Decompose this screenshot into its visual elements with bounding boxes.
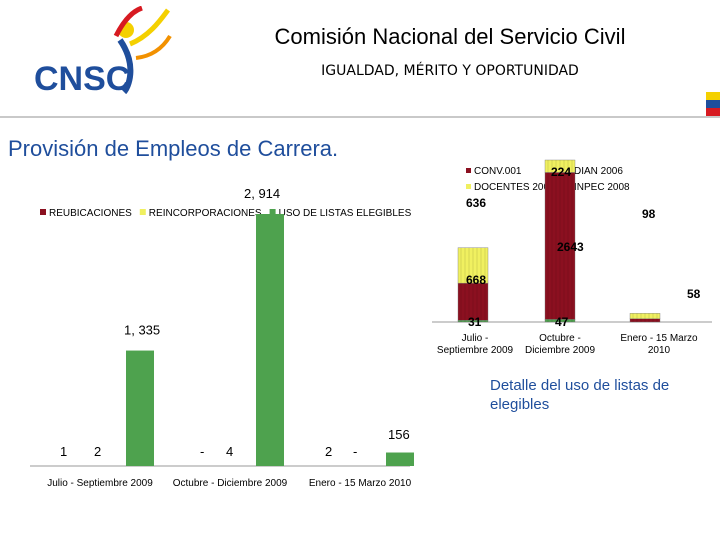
- data-label-uso-de-listas-elegibles-0: 1, 335: [124, 323, 160, 338]
- x-tick-label-2: Enero - 15 Marzo 2010: [309, 478, 412, 489]
- org-title: Comisión Nacional del Servicio Civil: [274, 24, 626, 49]
- legend-label-docentes-2006: DOCENTES 2006: [474, 182, 555, 193]
- legend-label-reincorporaciones: REINCORPORACIONES: [149, 208, 262, 219]
- x-tick-label-1-line2: Diciembre 2009: [525, 345, 595, 356]
- legend-swatch-reincorporaciones: [139, 209, 146, 215]
- stripe-yellow: [706, 92, 720, 100]
- data-label-uso-de-listas-elegibles-2: 156: [388, 427, 410, 442]
- org-motto: IGUALDAD, MÉRITO Y OPORTUNIDAD: [321, 63, 579, 79]
- x-tick-label-0: Julio - Septiembre 2009: [47, 478, 153, 489]
- legend-label-uso-de-listas-elegibles: USO DE LISTAS ELEGIBLES: [279, 208, 412, 219]
- logo-text: CNSC: [34, 60, 130, 94]
- legend-label-reubicaciones: REUBICACIONES: [49, 208, 132, 219]
- flag-stripes: [706, 92, 720, 116]
- data-label-docentes-2006-2: 98: [642, 207, 656, 221]
- logo-arm-red: [113, 6, 143, 38]
- bar-docentes-2006-2: [629, 313, 661, 319]
- logo-arm-orange: [135, 34, 172, 60]
- data-label-dian-2006-0: 31: [468, 315, 482, 329]
- legend-swatch-conv-001: [466, 168, 471, 173]
- legend-swatch-uso-de-listas-elegibles: [269, 209, 276, 215]
- data-label-uso-de-listas-elegibles-1: 2, 914: [244, 186, 280, 201]
- x-tick-label-1-line1: Octubre -: [539, 333, 581, 344]
- stripe-blue: [706, 100, 720, 108]
- legend-label-inpec-2008: INPEC 2008: [574, 182, 630, 193]
- bar-uso-de-listas-elegibles-2: [386, 452, 414, 466]
- data-label-reincorporaciones-2: -: [353, 444, 357, 459]
- data-label-reincorporaciones-0: 2: [94, 444, 101, 459]
- data-label-conv-001-2: 58: [687, 287, 701, 301]
- data-label-reubicaciones-0: 1: [60, 444, 67, 459]
- data-label-reubicaciones-2: 2: [325, 444, 332, 459]
- data-label-docentes-2006-0: 636: [466, 196, 486, 210]
- bar-uso-de-listas-elegibles-1: [256, 214, 284, 466]
- stripe-red: [706, 108, 720, 116]
- x-tick-label-1: Octubre - Diciembre 2009: [173, 478, 288, 489]
- legend-swatch-reubicaciones: [40, 209, 46, 215]
- x-tick-label-0-line2: Septiembre 2009: [437, 345, 514, 356]
- bar-uso-de-listas-elegibles-0: [126, 350, 154, 466]
- data-label-reincorporaciones-1: 4: [226, 444, 233, 459]
- data-label-conv-001-0: 668: [466, 273, 486, 287]
- legend-label-dian-2006: DIAN 2006: [574, 166, 623, 177]
- bar-conv-001-0: [457, 282, 489, 321]
- bar-docentes-2006-0: [457, 247, 489, 284]
- page-title: Provisión de Empleos de Carrera.: [8, 136, 339, 161]
- x-tick-label-2-line1: Enero - 15 Marzo: [620, 333, 698, 344]
- bar-docentes-2006-1: [544, 159, 576, 173]
- legend-swatch-docentes-2006: [466, 184, 471, 189]
- data-label-reubicaciones-1: -: [200, 444, 204, 459]
- header-divider: [0, 116, 720, 118]
- logo-figure-blue: [117, 38, 134, 94]
- data-label-conv-001-1: 2643: [557, 240, 584, 254]
- detail-note: Detalle del uso de listas de elegibles: [490, 377, 670, 413]
- x-tick-label-0-line1: Julio -: [462, 333, 489, 344]
- cnsc-logo: CNSC: [34, 6, 172, 94]
- x-tick-label-2-line2: 2010: [648, 345, 671, 356]
- legend-label-conv-001: CONV.001: [474, 166, 522, 177]
- data-label-dian-2006-1: 47: [555, 315, 569, 329]
- logo-arm-yellow: [128, 8, 171, 47]
- bar-conv-001-1: [544, 172, 576, 320]
- data-label-docentes-2006-1: 224: [551, 165, 571, 179]
